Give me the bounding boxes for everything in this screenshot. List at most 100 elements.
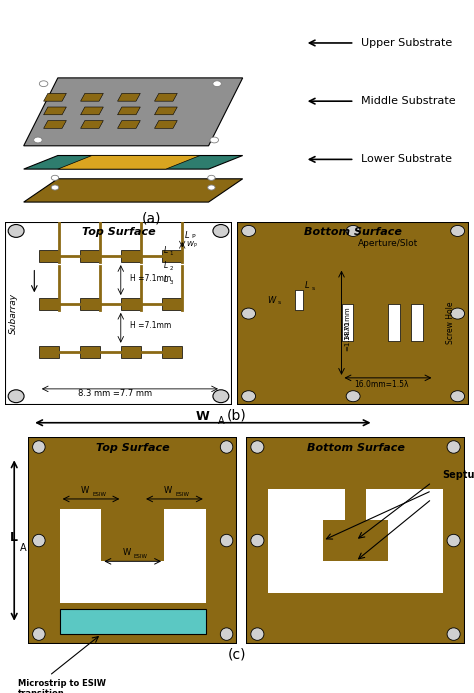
Circle shape [451, 308, 465, 319]
Polygon shape [44, 107, 66, 115]
Bar [60, 565, 206, 603]
Text: Top Surface: Top Surface [82, 227, 155, 236]
Bar [80, 346, 100, 358]
Text: (a): (a) [142, 211, 162, 225]
Text: 14.71mm: 14.71mm [344, 306, 350, 340]
Text: ESIW: ESIW [92, 492, 106, 497]
Text: s: s [311, 286, 315, 290]
Polygon shape [24, 155, 243, 169]
Text: ESIW: ESIW [175, 492, 190, 497]
Polygon shape [155, 107, 177, 115]
Text: W: W [164, 486, 172, 495]
Text: 2: 2 [170, 265, 173, 270]
Bar [341, 304, 353, 341]
Text: L: L [184, 231, 189, 240]
Text: H =7.1mm: H =7.1mm [130, 322, 171, 331]
Bar [143, 509, 206, 551]
Text: L: L [164, 261, 168, 270]
Text: A: A [20, 543, 27, 553]
Circle shape [33, 441, 45, 453]
Text: L: L [10, 531, 18, 543]
Text: Upper Substrate: Upper Substrate [361, 38, 452, 48]
Polygon shape [155, 121, 177, 128]
Bar [60, 509, 122, 603]
Text: L: L [304, 281, 309, 290]
Circle shape [220, 441, 233, 453]
Polygon shape [81, 121, 103, 128]
Text: Aperture/Slot: Aperture/Slot [358, 238, 418, 247]
Text: W: W [267, 295, 275, 304]
Polygon shape [24, 78, 243, 146]
Text: Screw Hole: Screw Hole [446, 301, 455, 344]
Polygon shape [44, 94, 66, 101]
Text: Lower Substrate: Lower Substrate [361, 155, 452, 164]
Text: Microstrip to ESIW
transition: Microstrip to ESIW transition [18, 679, 106, 693]
Bar [268, 520, 443, 561]
Bar [101, 520, 164, 551]
Circle shape [213, 225, 229, 238]
Circle shape [251, 628, 264, 640]
Bar [162, 346, 182, 358]
Text: H =7.1mm: H =7.1mm [130, 274, 171, 283]
Bar [388, 304, 400, 341]
Circle shape [39, 81, 48, 87]
Circle shape [251, 534, 264, 547]
Bar [80, 298, 100, 310]
Circle shape [251, 441, 264, 453]
Text: Septum: Septum [443, 470, 474, 480]
Bar [268, 561, 443, 593]
Text: W: W [122, 548, 130, 557]
Bar [39, 346, 59, 358]
Polygon shape [81, 107, 103, 115]
Bar [411, 304, 423, 341]
Bar [162, 298, 182, 310]
Text: =1.38λ0: =1.38λ0 [344, 320, 350, 351]
Circle shape [242, 308, 255, 319]
Text: s: s [278, 300, 281, 306]
Text: 8.3 mm =7.7 mm: 8.3 mm =7.7 mm [78, 389, 152, 398]
Text: A: A [218, 416, 224, 426]
Text: P: P [193, 243, 196, 247]
Text: Middle Substrate: Middle Substrate [361, 96, 455, 106]
Text: ESIW: ESIW [134, 554, 148, 559]
Text: Subarray: Subarray [9, 293, 18, 334]
Text: L: L [164, 275, 168, 284]
Bar [39, 250, 59, 262]
Text: 3: 3 [170, 280, 173, 286]
Text: L: L [164, 246, 168, 255]
Circle shape [242, 391, 255, 402]
Bar [366, 489, 443, 593]
Circle shape [447, 534, 460, 547]
Bar [101, 509, 164, 561]
Circle shape [8, 225, 24, 238]
Polygon shape [44, 121, 66, 128]
Polygon shape [155, 94, 177, 101]
Circle shape [8, 389, 24, 403]
Text: 1: 1 [170, 251, 173, 256]
Bar [60, 509, 122, 551]
Bar [121, 346, 141, 358]
Circle shape [51, 185, 59, 190]
Polygon shape [118, 94, 140, 101]
Circle shape [346, 391, 360, 402]
Circle shape [447, 441, 460, 453]
Polygon shape [58, 155, 200, 169]
Circle shape [33, 628, 45, 640]
Bar [143, 509, 206, 603]
Text: W: W [81, 486, 89, 495]
Circle shape [346, 225, 360, 236]
Bar [39, 298, 59, 310]
Circle shape [33, 534, 45, 547]
Text: 16.0mm=1.5λ: 16.0mm=1.5λ [354, 380, 408, 389]
Circle shape [447, 628, 460, 640]
Text: P: P [191, 234, 195, 239]
Text: W: W [187, 240, 194, 247]
Circle shape [242, 225, 255, 236]
Text: (b): (b) [227, 409, 247, 423]
Polygon shape [118, 121, 140, 128]
Bar [60, 551, 206, 603]
Circle shape [451, 391, 465, 402]
Circle shape [208, 175, 215, 180]
Bar [121, 250, 141, 262]
Circle shape [213, 81, 221, 87]
